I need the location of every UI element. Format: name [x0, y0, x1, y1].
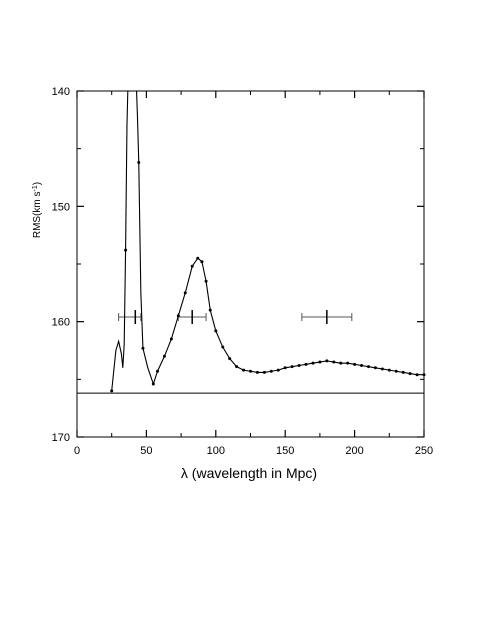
- data-point: [176, 314, 180, 318]
- data-point: [353, 362, 357, 366]
- data-point: [228, 357, 232, 361]
- data-point: [332, 360, 336, 364]
- x-tick-label: 0: [74, 445, 80, 457]
- data-point: [151, 382, 155, 386]
- plot-frame: [76, 90, 425, 438]
- data-point: [137, 161, 141, 165]
- data-point: [110, 389, 114, 393]
- data-point: [124, 248, 128, 252]
- y-axis-label: RMS(km s-1): [32, 182, 44, 238]
- error-bar: [301, 310, 353, 325]
- data-point: [422, 373, 426, 377]
- data-point: [190, 264, 194, 268]
- data-point: [262, 370, 266, 374]
- data-point: [169, 337, 173, 341]
- data-point: [283, 366, 287, 370]
- data-point: [196, 256, 200, 260]
- y-tick-label: 170: [52, 432, 70, 444]
- data-point: [221, 345, 225, 349]
- data-point: [235, 365, 239, 369]
- y-tick-label: 140: [52, 86, 70, 98]
- data-point: [162, 354, 166, 358]
- data-point: [339, 361, 343, 365]
- data-point: [290, 365, 294, 369]
- x-tick-label: 200: [345, 445, 363, 457]
- y-axis-label-main: RMS(km s: [32, 191, 43, 238]
- data-point: [297, 363, 301, 367]
- y-tick-label: 150: [52, 201, 70, 213]
- data-point: [200, 260, 204, 264]
- error-bar: [118, 310, 142, 325]
- data-point: [269, 369, 273, 373]
- x-tick-label: 250: [415, 445, 433, 457]
- data-point: [141, 346, 145, 350]
- data-point: [255, 370, 259, 374]
- plot-area: 0 50 100 150 200 250 140 150 160 170: [52, 86, 434, 457]
- x-axis-label: λ (wavelength in Mpc): [181, 465, 317, 481]
- data-point: [373, 366, 377, 370]
- data-point: [208, 308, 212, 312]
- data-point: [325, 359, 329, 363]
- data-point: [346, 361, 350, 365]
- data-point: [394, 369, 398, 373]
- y-axis-label-exponent: -1: [32, 185, 39, 191]
- x-tick-label: 100: [207, 445, 225, 457]
- y-axis-label-close: ): [32, 182, 43, 185]
- data-point: [415, 373, 419, 377]
- data-point: [318, 360, 322, 364]
- data-point: [311, 361, 315, 365]
- data-point: [214, 329, 218, 333]
- x-tick-label: 50: [140, 445, 152, 457]
- data-point: [276, 368, 280, 372]
- data-point: [242, 368, 246, 372]
- data-point: [401, 370, 405, 374]
- data-point: [380, 367, 384, 371]
- data-point: [408, 372, 412, 376]
- data-point: [249, 369, 252, 373]
- data-point: [304, 362, 308, 366]
- data-point: [183, 291, 187, 295]
- y-tick-label: 160: [52, 317, 70, 329]
- series-line: [111, 91, 424, 391]
- data-point: [360, 363, 364, 367]
- data-point: [204, 279, 208, 283]
- data-point: [366, 365, 370, 369]
- data-point: [387, 368, 391, 372]
- error-bar: [177, 310, 207, 325]
- data-point: [156, 369, 160, 373]
- x-tick-label: 150: [276, 445, 294, 457]
